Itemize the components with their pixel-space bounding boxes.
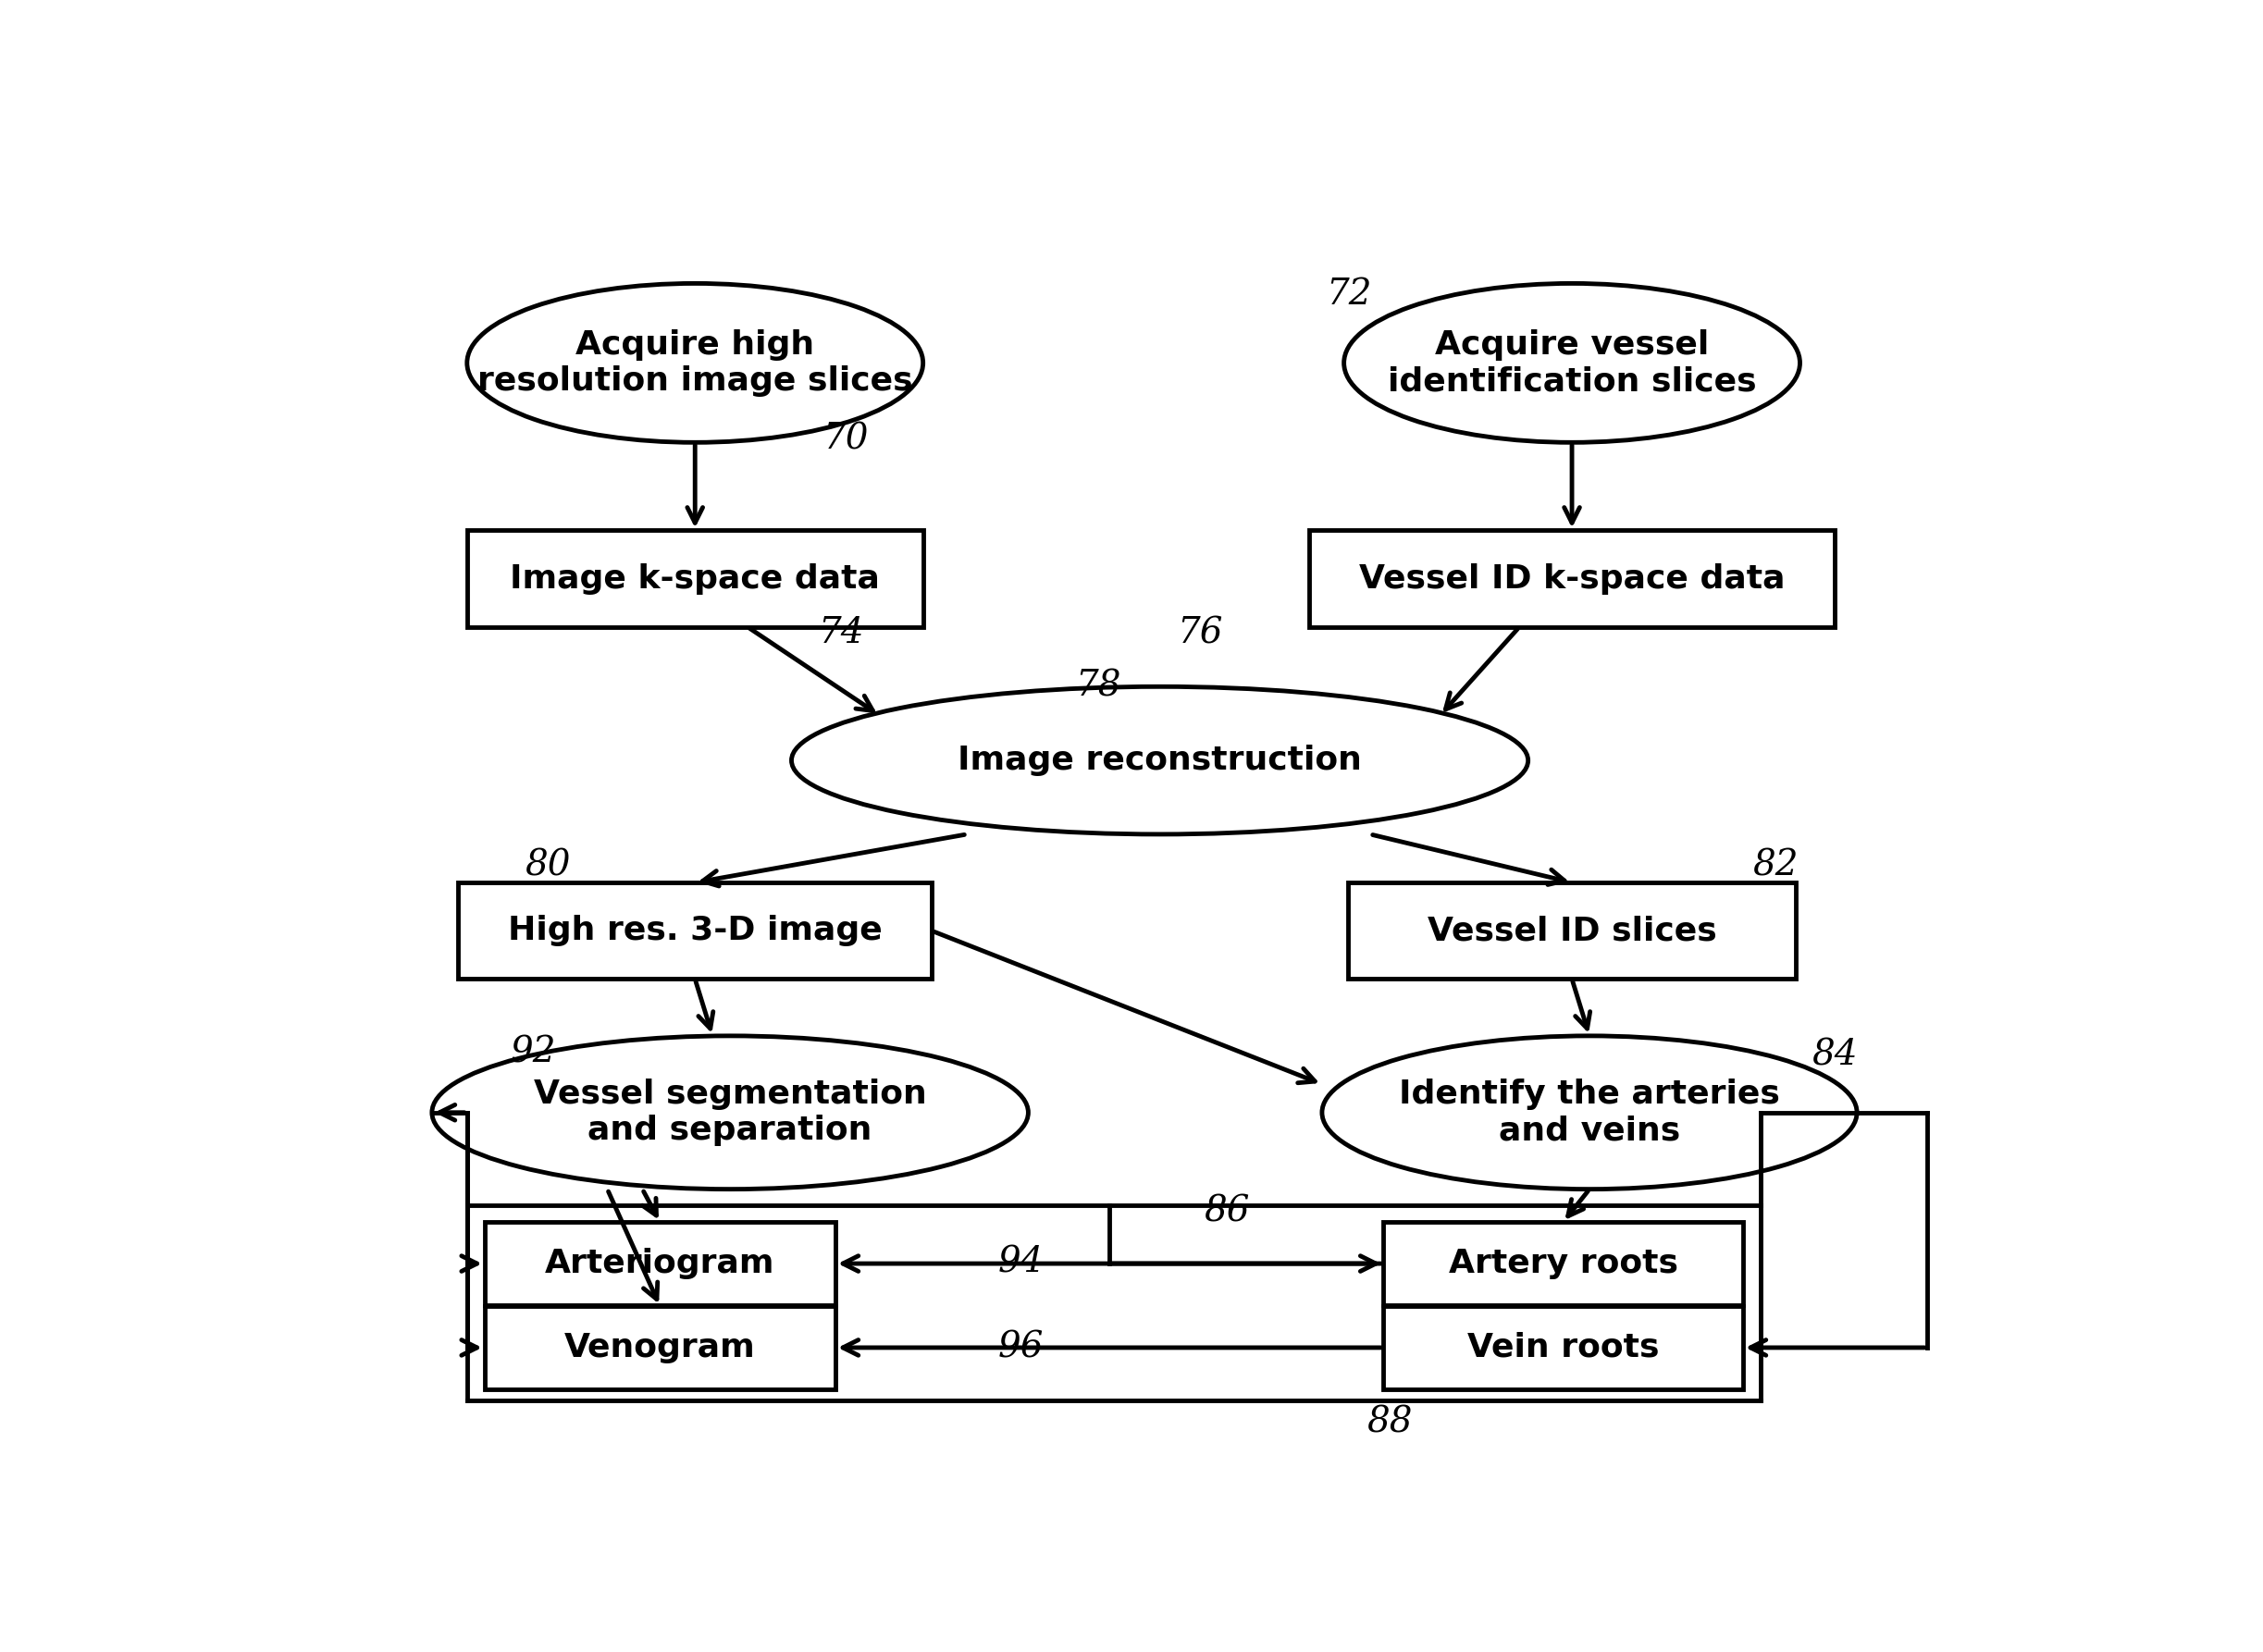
Text: Vein roots: Vein roots bbox=[1466, 1332, 1659, 1363]
Text: 82: 82 bbox=[1752, 849, 1799, 884]
Text: Image reconstruction: Image reconstruction bbox=[957, 745, 1362, 776]
Text: 86: 86 bbox=[1204, 1194, 1249, 1229]
Text: 74: 74 bbox=[817, 616, 864, 651]
Text: 88: 88 bbox=[1367, 1406, 1412, 1439]
Text: 94: 94 bbox=[998, 1246, 1043, 1280]
Text: 76: 76 bbox=[1177, 616, 1222, 651]
Text: 78: 78 bbox=[1075, 669, 1122, 704]
Text: Acquire high
resolution image slices: Acquire high resolution image slices bbox=[477, 329, 912, 396]
Text: Vessel ID slices: Vessel ID slices bbox=[1428, 915, 1718, 947]
Text: Image k-space data: Image k-space data bbox=[509, 563, 880, 595]
Text: High res. 3-D image: High res. 3-D image bbox=[507, 915, 883, 947]
Text: Acquire vessel
identification slices: Acquire vessel identification slices bbox=[1387, 329, 1756, 396]
Text: 70: 70 bbox=[824, 421, 869, 456]
Text: Artery roots: Artery roots bbox=[1448, 1247, 1677, 1279]
Text: 80: 80 bbox=[525, 849, 570, 884]
Text: 92: 92 bbox=[511, 1036, 557, 1069]
Text: Vessel segmentation
and separation: Vessel segmentation and separation bbox=[534, 1079, 926, 1146]
Text: Vessel ID k-space data: Vessel ID k-space data bbox=[1358, 563, 1786, 595]
Text: 84: 84 bbox=[1813, 1039, 1858, 1072]
Text: Venogram: Venogram bbox=[563, 1332, 756, 1363]
Text: Identify the arteries
and veins: Identify the arteries and veins bbox=[1399, 1079, 1781, 1146]
Text: 96: 96 bbox=[998, 1330, 1043, 1365]
Text: Arteriogram: Arteriogram bbox=[545, 1247, 774, 1279]
Text: 72: 72 bbox=[1326, 278, 1371, 312]
